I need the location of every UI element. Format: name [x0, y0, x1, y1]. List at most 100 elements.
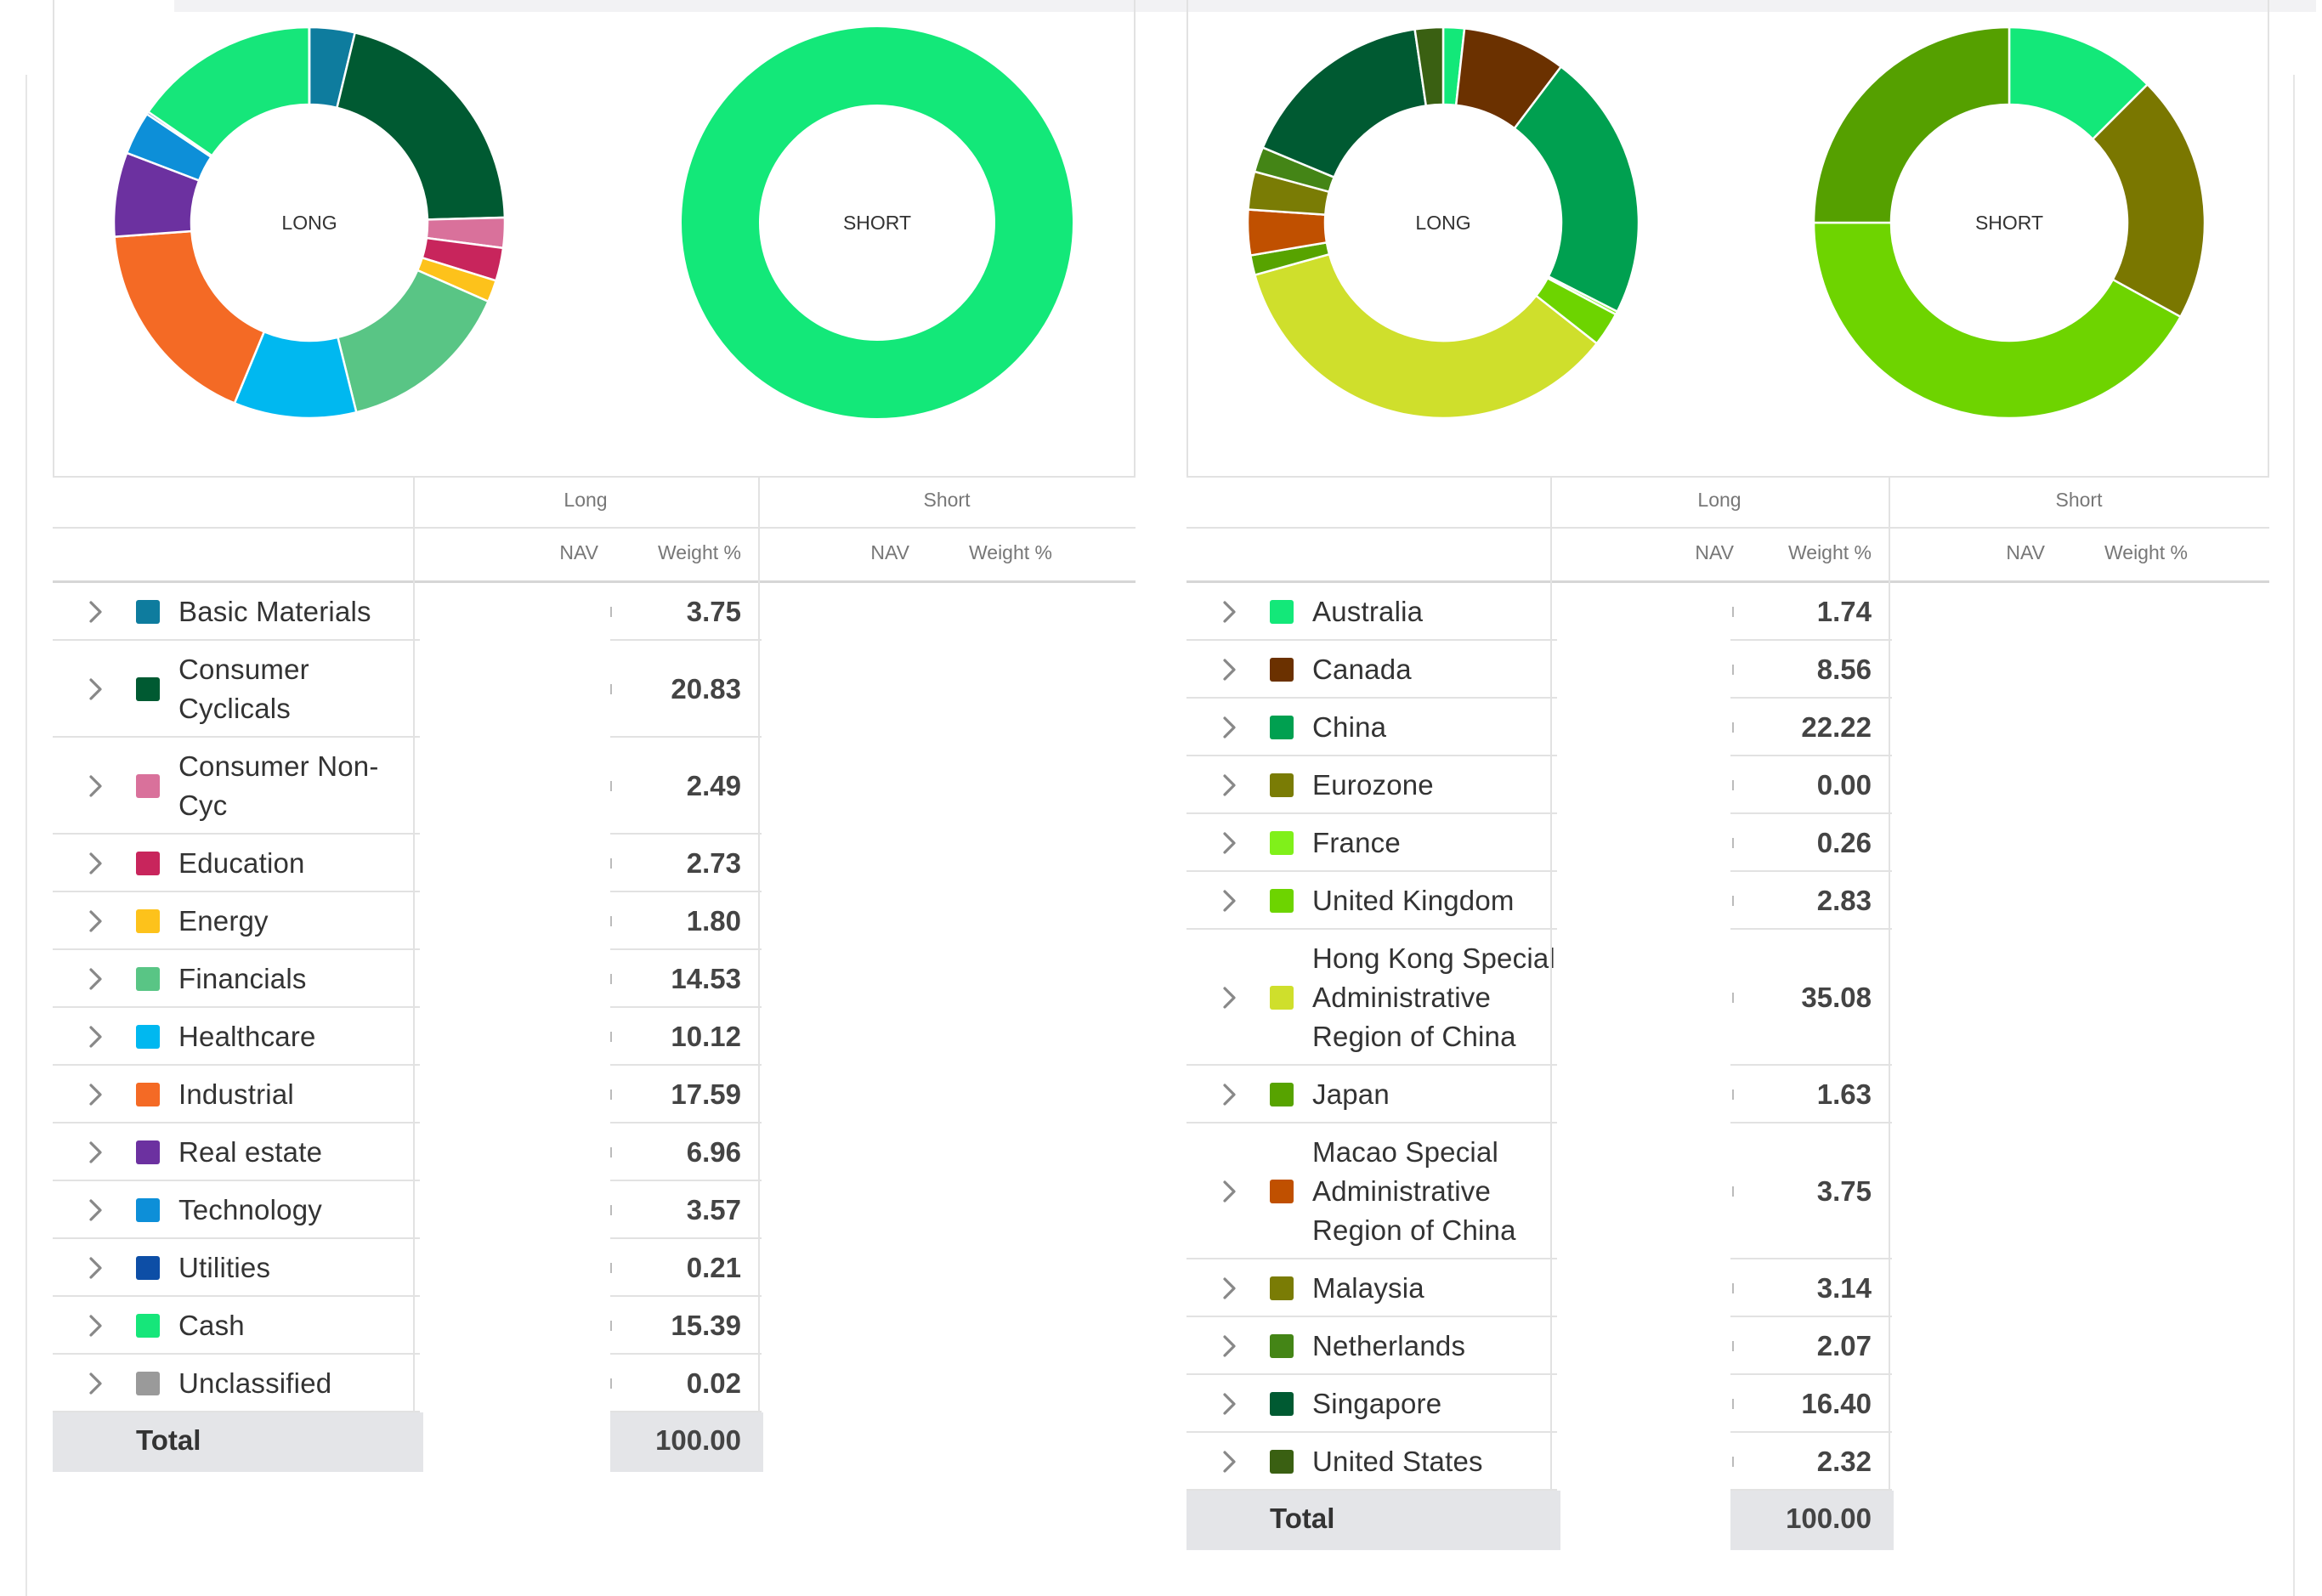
donut-slice[interactable] — [2091, 82, 2206, 319]
chevron-right-icon[interactable] — [78, 672, 112, 706]
table-row[interactable]: Consumer Cyclicals 20.83 — [53, 641, 763, 738]
donut-slice[interactable] — [335, 31, 507, 221]
donut-slice[interactable] — [1413, 25, 1445, 107]
donut-slice[interactable] — [1812, 221, 2183, 420]
donut-center-label: SHORT — [843, 212, 911, 234]
table-row[interactable]: Technology 3.57 — [53, 1181, 763, 1239]
donut-slice[interactable] — [682, 27, 1073, 418]
row-label: Consumer Cyclicals — [178, 654, 309, 724]
table-row[interactable]: Basic Materials 3.75 — [53, 583, 763, 641]
table-row[interactable]: Energy 1.80 — [53, 892, 763, 950]
donut-slice[interactable] — [113, 229, 266, 405]
donut-slice[interactable] — [1261, 28, 1428, 179]
table-row[interactable]: Eurozone 0.00 — [1186, 756, 1894, 814]
chevron-right-icon[interactable] — [78, 962, 112, 996]
chevron-right-icon[interactable] — [78, 595, 112, 629]
table-row[interactable]: United Kingdom 2.83 — [1186, 872, 1894, 930]
row-divider — [1730, 639, 1892, 641]
chevron-right-icon[interactable] — [1212, 1078, 1246, 1112]
chevron-right-icon[interactable] — [1212, 1174, 1246, 1208]
row-divider — [1730, 928, 1892, 930]
table-row[interactable]: Netherlands 2.07 — [1186, 1317, 1894, 1375]
chevron-right-icon[interactable] — [1212, 1271, 1246, 1305]
table-row[interactable]: Malaysia 3.14 — [1186, 1259, 1894, 1317]
table-row[interactable]: Real estate 6.96 — [53, 1123, 763, 1181]
table-row[interactable]: Industrial 17.59 — [53, 1066, 763, 1123]
table-row[interactable]: Utilities 0.21 — [53, 1239, 763, 1297]
total-weight-value: 100.00 — [655, 1424, 741, 1456]
color-swatch — [136, 1083, 160, 1106]
chevron-right-icon[interactable] — [78, 904, 112, 938]
chevron-right-icon[interactable] — [78, 1020, 112, 1054]
table-row[interactable]: Consumer Non-Cyc 2.49 — [53, 738, 763, 835]
table-row[interactable]: Hong Kong Special Administrative Region … — [1186, 930, 1894, 1066]
chevron-right-icon[interactable] — [78, 1251, 112, 1285]
chevron-right-icon[interactable] — [1212, 595, 1246, 629]
column-divider — [1889, 814, 1890, 872]
table-row[interactable]: Cash 15.39 — [53, 1297, 763, 1355]
row-label: Cash — [178, 1310, 245, 1341]
chevron-right-icon[interactable] — [78, 1135, 112, 1169]
chevron-right-icon[interactable] — [1212, 1387, 1246, 1421]
chevron-right-icon[interactable] — [78, 1193, 112, 1227]
table-row[interactable]: Australia 1.74 — [1186, 583, 1894, 641]
chevron-right-icon[interactable] — [78, 1309, 112, 1343]
row-label: Japan — [1312, 1078, 1390, 1110]
row-weight-value: 20.83 — [671, 673, 741, 705]
table-row[interactable]: Japan 1.63 — [1186, 1066, 1894, 1123]
row-weight-value: 3.75 — [686, 596, 741, 627]
chevron-right-icon[interactable] — [1212, 826, 1246, 860]
chevron-right-icon[interactable] — [1212, 710, 1246, 744]
total-label: Total — [1270, 1503, 1335, 1534]
row-divider — [53, 1122, 420, 1123]
table-row[interactable]: Macao Special Administrative Region of C… — [1186, 1123, 1894, 1259]
column-divider — [1889, 1259, 1890, 1317]
row-weight-value: 35.08 — [1801, 982, 1872, 1013]
row-divider — [1186, 812, 1557, 814]
nav-cell-marker — [1732, 1457, 1734, 1467]
row-divider — [1186, 1373, 1557, 1375]
header-divider — [1186, 476, 2269, 478]
row-label: Technology — [178, 1194, 322, 1225]
column-divider — [758, 1181, 760, 1239]
long-donut-chart: LONG — [1246, 25, 1640, 420]
column-divider — [1550, 641, 1552, 699]
donut-slice[interactable] — [1253, 252, 1599, 420]
row-weight-value: 2.07 — [1816, 1330, 1872, 1361]
chevron-right-icon[interactable] — [78, 769, 112, 803]
table-row[interactable]: Canada 8.56 — [1186, 641, 1894, 699]
chevron-right-icon[interactable] — [78, 1367, 112, 1401]
row-label: Malaysia — [1312, 1272, 1424, 1304]
chevron-right-icon[interactable] — [1212, 653, 1246, 687]
total-weight-cell — [610, 1412, 763, 1472]
donut-slice[interactable] — [1513, 65, 1640, 314]
table-row[interactable]: United States 2.32 — [1186, 1433, 1894, 1491]
row-divider — [610, 1353, 762, 1355]
table-row[interactable]: Singapore 16.40 — [1186, 1375, 1894, 1433]
column-divider — [758, 1355, 760, 1412]
table-row[interactable]: Financials 14.53 — [53, 950, 763, 1008]
table-row[interactable]: Healthcare 10.12 — [53, 1008, 763, 1066]
table-row[interactable]: Unclassified 0.02 — [53, 1355, 763, 1412]
table-row[interactable]: China 22.22 — [1186, 699, 1894, 756]
column-header-weight: Weight % — [2104, 541, 2188, 563]
column-header-nav: NAV — [870, 541, 909, 563]
donut-slice[interactable] — [1812, 25, 2011, 224]
chevron-right-icon[interactable] — [1212, 981, 1246, 1015]
chevron-right-icon[interactable] — [1212, 884, 1246, 918]
chart-area — [1186, 0, 2269, 478]
row-divider — [1186, 755, 1557, 756]
chevron-right-icon[interactable] — [1212, 1329, 1246, 1363]
color-swatch — [1270, 600, 1294, 624]
row-label: China — [1312, 711, 1387, 743]
chevron-right-icon[interactable] — [1212, 1445, 1246, 1479]
row-divider — [1186, 928, 1557, 930]
chevron-right-icon[interactable] — [1212, 768, 1246, 802]
chevron-right-icon[interactable] — [78, 846, 112, 880]
donut-slice[interactable] — [336, 269, 490, 414]
column-divider — [758, 583, 760, 641]
table-row[interactable]: France 0.26 — [1186, 814, 1894, 872]
table-row[interactable]: Education 2.73 — [53, 835, 763, 892]
chevron-right-icon[interactable] — [78, 1078, 112, 1112]
row-divider — [610, 1237, 762, 1239]
